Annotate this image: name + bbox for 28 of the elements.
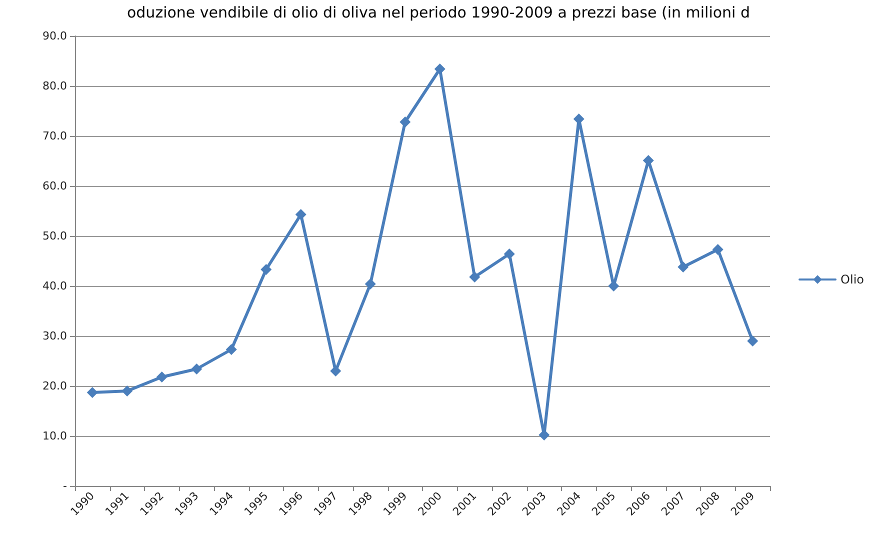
point: [86, 387, 98, 398]
point: [156, 372, 168, 382]
y-tick-label: 50.0: [42, 230, 67, 242]
point: [469, 272, 480, 282]
y-tick-label: 70.0: [42, 130, 67, 142]
y-tick-label: 80.0: [42, 80, 67, 92]
y-tick-label: 10.0: [42, 430, 67, 442]
chart-title: oduzione vendibile di olio di oliva nel periodo 1990-2009 a prezzi base (in milioni d: [126, 4, 750, 22]
point: [260, 264, 272, 275]
point: [122, 386, 133, 396]
point: [504, 248, 515, 260]
y-tick-label: 30.0: [42, 330, 67, 342]
y-tick-label: -: [63, 480, 68, 492]
point: [400, 116, 411, 128]
point: [364, 278, 376, 290]
point: [642, 155, 654, 166]
y-tick-label: 90.0: [42, 30, 67, 42]
point: [434, 64, 446, 74]
point: [295, 209, 306, 220]
legend-label: Olio: [840, 272, 864, 286]
point: [226, 344, 237, 355]
y-tick-label: 20.0: [42, 380, 67, 392]
point: [191, 364, 202, 374]
y-tick-label: 40.0: [42, 280, 67, 292]
point: [678, 262, 689, 272]
point: [712, 244, 724, 255]
y-tick-label: 60.0: [42, 180, 67, 192]
point: [747, 336, 758, 346]
